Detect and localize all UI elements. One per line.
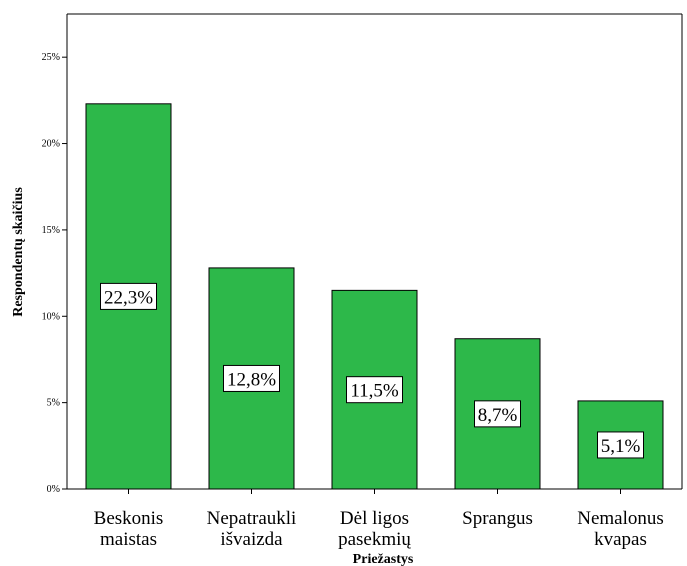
x-tick-label: Dėl ligos (340, 508, 409, 529)
x-tick-label: kvapas (594, 529, 647, 550)
y-tick-label: 0% (47, 484, 60, 495)
x-axis-title: Priežastys (353, 552, 414, 566)
data-label-box (100, 282, 157, 310)
data-label-box (474, 400, 521, 428)
data-label: 8,7% (478, 405, 518, 426)
y-tick-label: 20% (42, 139, 60, 150)
y-axis-title: Respondentų skaičius (11, 187, 26, 317)
y-tick-label: 15% (42, 225, 60, 236)
x-tick-label: pasekmių (338, 529, 411, 550)
y-tick-label: 5% (47, 398, 60, 409)
x-tick-label: išvaizda (220, 529, 283, 550)
y-tick-label: 25% (42, 52, 60, 63)
data-label-box (597, 431, 644, 459)
x-tick-label: Nepatraukli (207, 508, 297, 529)
data-label: 11,5% (350, 381, 399, 402)
bars: 22,3% 12,8% 11,5% 8,7% 5,1% (85, 103, 664, 490)
y-ticks: 0% 5% 10% 15% 20% 25% (42, 52, 67, 495)
x-tick-label: Nemalonus (577, 508, 664, 529)
data-label: 12,8% (227, 369, 276, 390)
data-label-box (346, 376, 403, 404)
y-tick-label: 10% (42, 311, 60, 322)
data-label-box (223, 364, 280, 392)
x-tick-label: Sprangus (462, 508, 533, 529)
x-tick-label: maistas (100, 529, 157, 550)
data-label: 5,1% (601, 436, 641, 457)
x-tick-label: Beskonis (94, 508, 164, 529)
data-label: 22,3% (104, 287, 153, 308)
